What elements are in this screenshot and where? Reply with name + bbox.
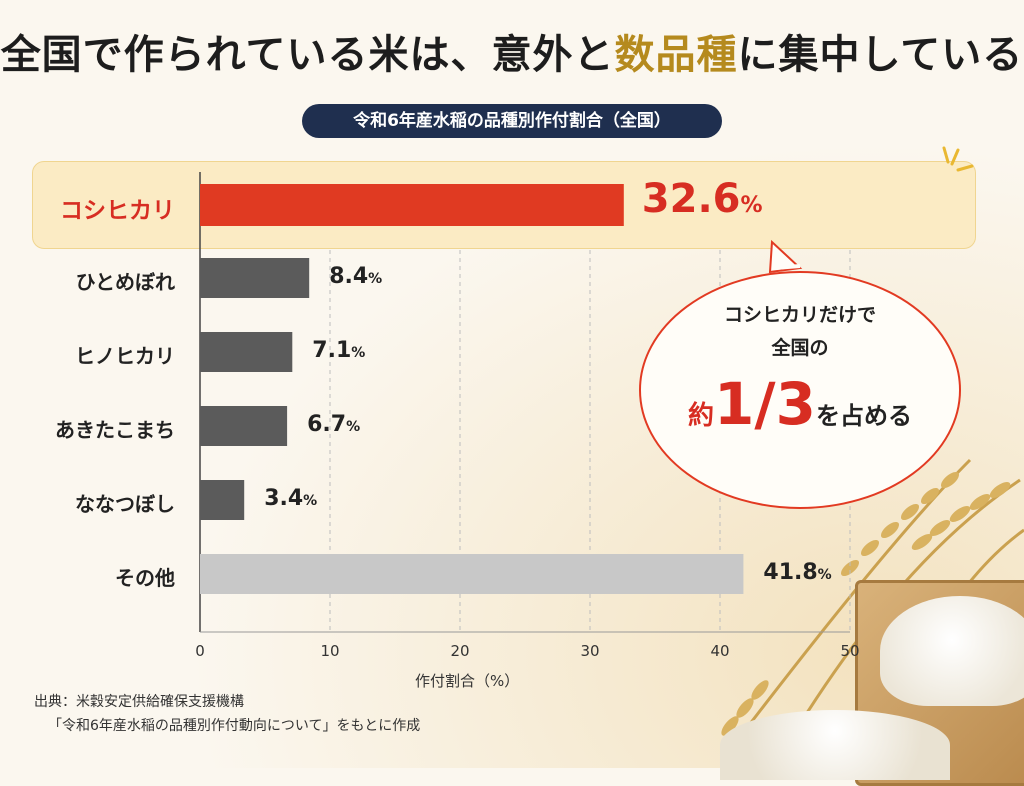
value-label: 6.7% (307, 412, 360, 437)
x-tick-label: 40 (710, 642, 730, 660)
chart-title: 令和6年産水稲の品種別作付割合（全国） (302, 104, 722, 138)
category-label: ヒノヒカリ (75, 344, 175, 368)
callout-suffix: を占める (815, 402, 912, 430)
source-note: 出典：米穀安定供給確保支援機構 「令和6年産水稲の品種別作付動向について」をもと… (34, 690, 420, 738)
bar-5 (200, 554, 744, 594)
callout-text: コシヒカリだけで 全国の 約1/3を占める (640, 300, 960, 438)
x-tick-label: 20 (450, 642, 470, 660)
rice-in-box (880, 596, 1024, 706)
callout-prefix: 約 (688, 401, 715, 431)
title-emphasis: 数品種 (614, 32, 738, 78)
bar-3 (200, 406, 288, 446)
category-label: その他 (115, 566, 175, 590)
value-number: 6.7 (307, 412, 347, 437)
value-number: 8.4 (329, 264, 369, 289)
bar-2 (200, 332, 293, 372)
value-number: 32.6 (641, 176, 741, 222)
bar-1 (200, 258, 310, 298)
value-label: 7.1% (312, 338, 365, 363)
x-tick-label: 30 (580, 642, 600, 660)
category-label: コシヒカリ (60, 198, 175, 224)
value-unit: % (817, 567, 832, 583)
title-part3: に集中している (737, 32, 1024, 78)
x-tick-label: 50 (840, 642, 860, 660)
x-tick-label: 0 (195, 642, 205, 660)
value-unit: % (346, 419, 361, 435)
value-label: 8.4% (329, 264, 382, 289)
source-line1: 出典：米穀安定供給確保支援機構 (34, 694, 244, 710)
sparkle-icon (942, 146, 974, 172)
value-number: 3.4 (264, 486, 304, 511)
callout-line2: 全国の (771, 337, 829, 359)
value-unit: % (303, 493, 318, 509)
x-axis-label: 作付割合（%） (415, 672, 520, 690)
x-tick-label: 10 (320, 642, 340, 660)
bar-chart (199, 172, 961, 633)
value-unit: % (740, 193, 763, 218)
value-number: 41.8 (763, 560, 818, 585)
callout-bubble (639, 239, 961, 509)
category-label: ひとめぼれ (75, 270, 175, 294)
bar-0 (200, 184, 624, 226)
category-label: あきたこまち (55, 418, 175, 442)
value-number: 7.1 (312, 338, 352, 363)
callout-fraction: 1/3 (714, 370, 816, 438)
category-label: ななつぼし (75, 492, 175, 516)
page-title: 全国で作られている米は、意外と数品種に集中している (0, 22, 1024, 80)
value-unit: % (351, 345, 366, 361)
value-label: 41.8% (763, 560, 831, 585)
bar-4 (200, 480, 245, 520)
value-label: 3.4% (264, 486, 317, 511)
callout-line1: コシヒカリだけで (723, 304, 876, 326)
value-label: 32.6% (642, 176, 763, 222)
source-line2: 「令和6年産水稲の品種別作付動向について」をもとに作成 (48, 718, 421, 734)
value-unit: % (368, 271, 383, 287)
title-part1: 全国で作られている米は、意外と (0, 32, 615, 78)
